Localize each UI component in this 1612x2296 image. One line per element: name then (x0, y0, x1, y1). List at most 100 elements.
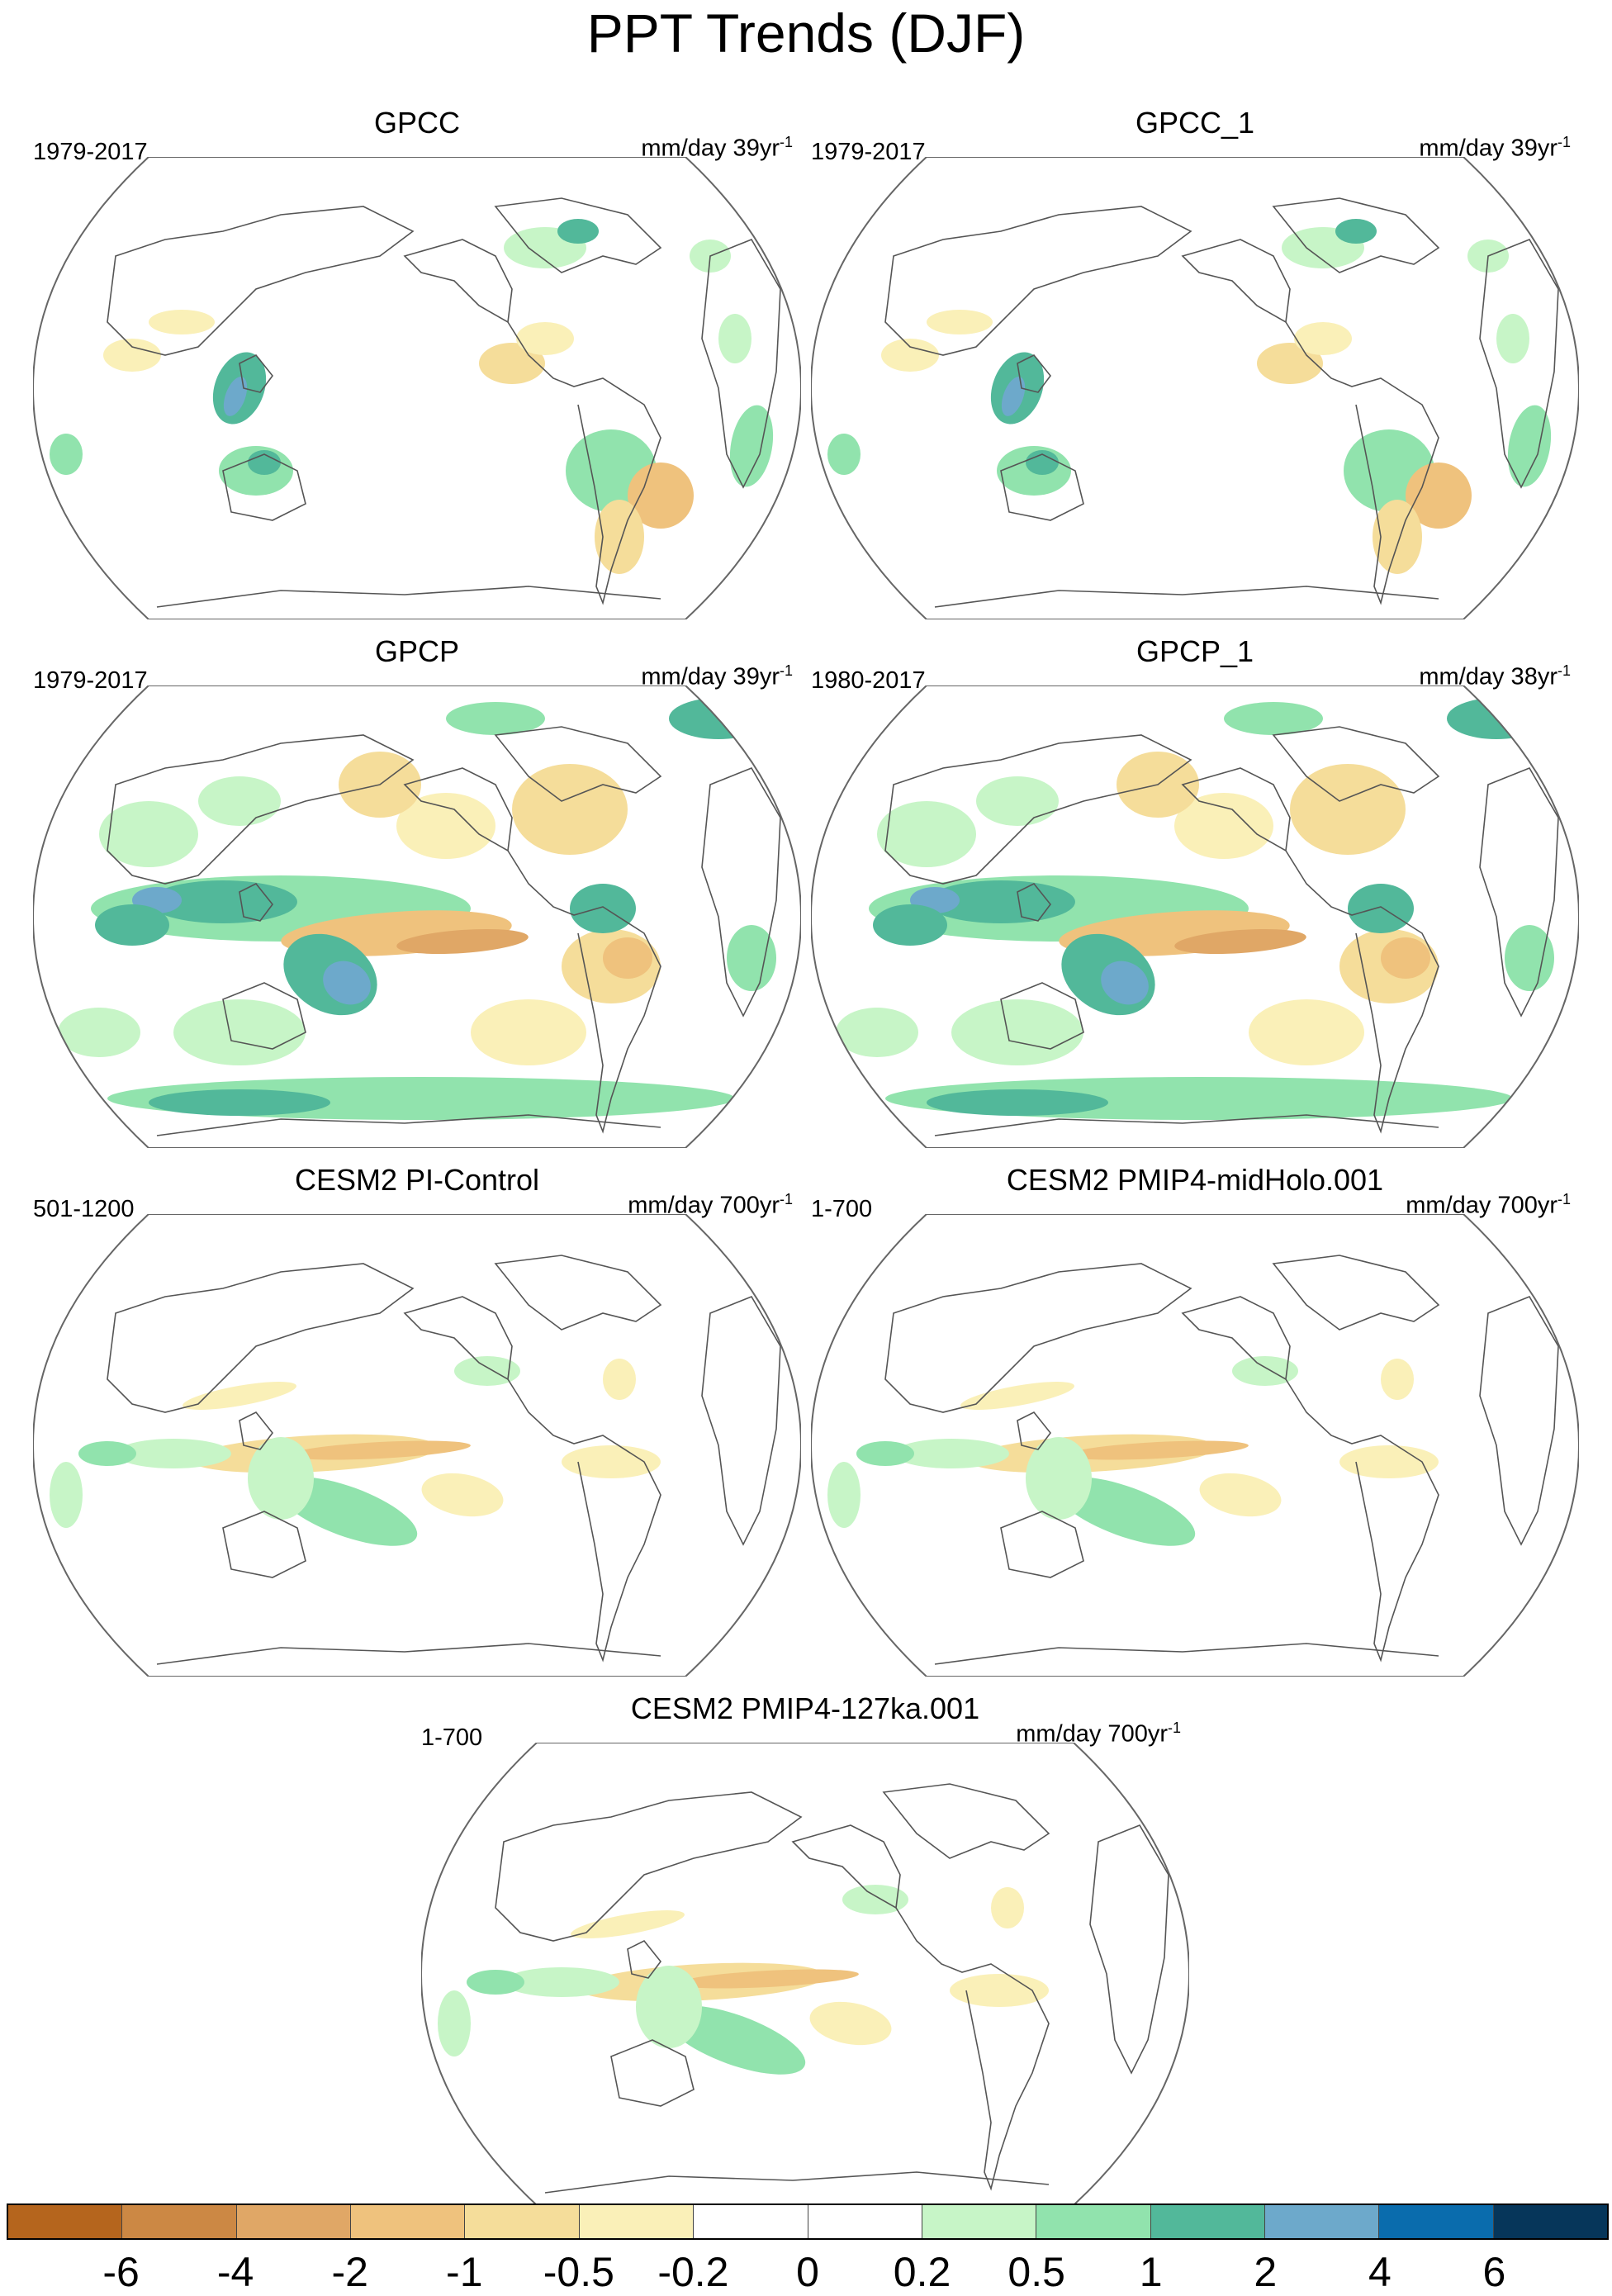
trend-anomaly-patch (1224, 702, 1323, 735)
trend-anomaly-patch (1507, 405, 1552, 487)
trend-anomaly-patch (562, 1445, 661, 1478)
trend-anomaly-patch (628, 463, 694, 529)
trend-anomaly-patch (827, 1462, 861, 1528)
map-panel: GPCP 1979-2017 mm/day 39yr-1 (33, 634, 801, 1148)
trend-anomaly-patch (50, 1462, 83, 1528)
coastline (544, 2171, 1050, 2194)
colorbar-tick-label: 1 (1139, 2249, 1163, 2295)
precipitation-trend-map (811, 1214, 1579, 1677)
coastline (222, 453, 306, 521)
panel-period: 1979-2017 (33, 667, 148, 694)
trend-anomaly-patch (1199, 1473, 1282, 1517)
coastline (403, 1296, 513, 1381)
colorbar-tick-label: -2 (331, 2249, 368, 2295)
precipitation-trend-map (811, 157, 1579, 619)
coastline (701, 1296, 781, 1546)
panel-units-exponent: -1 (1557, 662, 1571, 679)
panel-period: 1-700 (421, 1724, 483, 1751)
colorbar-segment (808, 2205, 922, 2238)
trend-anomaly-patch (149, 1089, 330, 1116)
coastline (701, 239, 781, 489)
coastline (1017, 1411, 1052, 1450)
coastline (507, 321, 661, 605)
colorbar-tick-label: 0 (796, 2249, 819, 2295)
trend-anomaly-patch (1294, 322, 1352, 355)
trend-anomaly-patch (99, 801, 198, 867)
colorbar-segment (922, 2205, 1037, 2238)
trend-anomaly-patch (557, 219, 599, 244)
map-panel: GPCC_1 1979-2017 mm/day 39yr-1 (811, 106, 1579, 619)
coastline (1000, 1511, 1084, 1578)
trend-anomaly-patch (1232, 1356, 1298, 1386)
colorbar-segment (236, 2205, 352, 2238)
trend-anomaly-patch (1373, 500, 1422, 574)
trend-anomaly-patch (727, 925, 776, 991)
map-panel: CESM2 PMIP4-midHolo.001 1-700 mm/day 700yr… (811, 1163, 1579, 1677)
map-panel: CESM2 PMIP4-127ka.001 1-700 mm/day 700yr-1 (421, 1691, 1189, 2205)
trend-anomaly-patch (603, 1359, 636, 1400)
trend-anomaly-patch (718, 314, 751, 363)
trend-anomaly-patch (149, 310, 215, 334)
colorbar-segment (579, 2205, 695, 2238)
coastline (934, 586, 1439, 608)
precipitation-trend-map (33, 1214, 801, 1677)
trend-anomaly-patch (894, 1439, 1009, 1468)
colorbar-segment (694, 2205, 808, 2238)
trend-anomaly-patch (446, 702, 545, 735)
coastline (156, 1114, 661, 1136)
trend-anomaly-patch (991, 1887, 1024, 1928)
trend-anomaly-patch (950, 1974, 1049, 2007)
coastline (1272, 726, 1440, 802)
colorbar-tick-label: 4 (1368, 2249, 1392, 2295)
figure-title: PPT Trends (DJF) (586, 2, 1026, 64)
trend-anomaly-patch (1101, 961, 1149, 1005)
trend-anomaly-patch (103, 339, 161, 372)
coastline (1017, 882, 1052, 922)
trend-anomaly-patch (479, 343, 545, 384)
trend-anomaly-patch (1257, 343, 1323, 384)
panel-units-exponent: -1 (1557, 134, 1571, 150)
trend-anomaly-patch (1026, 1437, 1092, 1520)
panel-title: CESM2 PMIP4-127ka.001 (630, 1691, 980, 1725)
map-border (811, 685, 1579, 1148)
colorbar-segment (8, 2205, 123, 2238)
trend-anomaly-patch (570, 884, 636, 933)
trend-anomaly-patch (927, 1089, 1108, 1116)
coastline (1181, 1296, 1291, 1381)
coastline (895, 1907, 1050, 2191)
trend-anomaly-patch (504, 1967, 619, 1997)
coastline (107, 734, 415, 885)
coastline (403, 239, 513, 324)
coastline (934, 1114, 1439, 1136)
trend-anomaly-patch (223, 377, 248, 416)
coastline (494, 197, 662, 273)
colorbar-segment (1036, 2205, 1151, 2238)
trend-anomaly-patch (571, 1910, 685, 1938)
colorbar-segment (465, 2205, 580, 2238)
colorbar-segment (1150, 2205, 1265, 2238)
map-border (811, 1214, 1579, 1677)
trend-anomaly-patch (276, 1477, 418, 1546)
trend-anomaly-patch (454, 1356, 520, 1386)
coastline (239, 1411, 274, 1450)
coastline (1000, 982, 1084, 1050)
coastline (884, 1263, 1192, 1413)
panel-units-exponent: -1 (779, 662, 793, 679)
coastline (1285, 1378, 1439, 1663)
coastline (627, 1939, 662, 1979)
trend-anomaly-patch (827, 434, 861, 475)
trend-anomaly-patch (1348, 884, 1414, 933)
coastline (1017, 353, 1052, 393)
trend-anomaly-patch (467, 1970, 524, 1995)
trend-anomaly-patch (1174, 793, 1273, 859)
trend-anomaly-patch (149, 880, 297, 923)
trend-anomaly-patch (856, 1441, 914, 1466)
colorbar-tick-label: 0.5 (1007, 2249, 1065, 2295)
coastline (239, 882, 274, 922)
trend-anomaly-patch (516, 322, 574, 355)
coastline (494, 1255, 662, 1331)
coastline (403, 767, 513, 852)
trend-anomaly-patch (421, 1473, 504, 1517)
colorbar-tick-label: 2 (1254, 2249, 1278, 2295)
coastline (1181, 239, 1291, 324)
